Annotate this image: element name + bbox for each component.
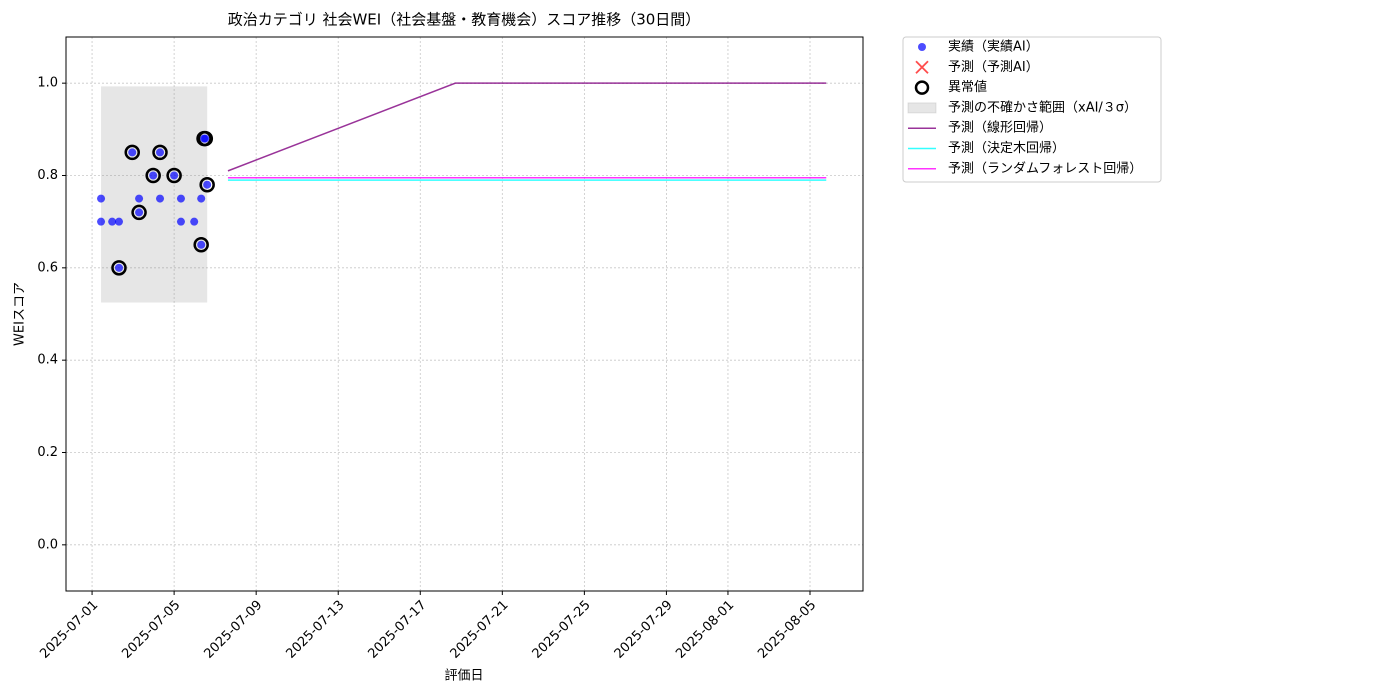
actual-point xyxy=(156,148,165,157)
y-tick-label: 0.0 xyxy=(37,537,58,552)
legend-label: 予測（ランダムフォレスト回帰） xyxy=(948,160,1142,176)
anomaly-marker xyxy=(199,176,215,193)
actual-point xyxy=(114,263,123,272)
legend-box xyxy=(902,36,1162,183)
anomaly-marker xyxy=(124,144,140,161)
x-axis-label: 評価日 xyxy=(444,669,483,684)
legend-marker xyxy=(918,43,926,51)
actual-point xyxy=(190,217,199,226)
actual-point xyxy=(197,194,206,203)
actual-point xyxy=(176,217,185,226)
actual-point xyxy=(203,180,212,189)
anomaly-marker xyxy=(152,144,168,161)
y-tick-label: 1.0 xyxy=(37,76,58,91)
y-tick-label: 0.4 xyxy=(37,353,58,368)
actual-point xyxy=(197,240,206,249)
y-tick-label: 0.2 xyxy=(37,445,58,460)
y-tick-label: 0.6 xyxy=(37,260,58,275)
legend-label: 実績（実績AI） xyxy=(948,39,1039,55)
actual-point xyxy=(156,194,165,203)
legend-marker xyxy=(914,80,930,95)
anomaly-marker xyxy=(166,167,182,184)
anomaly-marker xyxy=(197,130,214,147)
anomaly-marker xyxy=(131,204,147,221)
actual-point xyxy=(97,194,106,203)
legend-marker xyxy=(907,102,937,114)
legend-label: 予測（線形回帰） xyxy=(948,120,1052,136)
actual-point xyxy=(135,194,144,203)
actual-point xyxy=(108,217,117,226)
actual-point xyxy=(128,148,137,157)
legend-label: 異常値 xyxy=(948,79,987,95)
anomaly-marker xyxy=(193,237,209,253)
actual-point xyxy=(170,171,179,180)
prediction-line xyxy=(227,82,827,172)
actual-point xyxy=(201,134,210,143)
chart-title: 政治カテゴリ 社会WEI（社会基盤・教育機会）スコア推移（30日間） xyxy=(228,11,701,29)
actual-point xyxy=(97,217,106,226)
actual-point xyxy=(176,194,185,203)
actual-point xyxy=(149,171,158,180)
legend-label: 予測（決定木回帰） xyxy=(948,140,1065,156)
y-axis-label: WEIスコア xyxy=(13,282,28,346)
y-tick-label: 0.8 xyxy=(37,168,58,183)
anomaly-marker xyxy=(145,167,161,184)
anomaly-marker xyxy=(111,260,127,276)
actual-point xyxy=(114,217,123,226)
legend-label: 予測の不確かさ範囲（xAI/３σ） xyxy=(948,99,1137,115)
plot-frame xyxy=(65,36,864,592)
legend-marker xyxy=(915,60,929,74)
uncertainty-band xyxy=(101,86,208,303)
actual-point xyxy=(135,208,144,217)
legend-label: 予測（予測AI） xyxy=(948,60,1039,75)
